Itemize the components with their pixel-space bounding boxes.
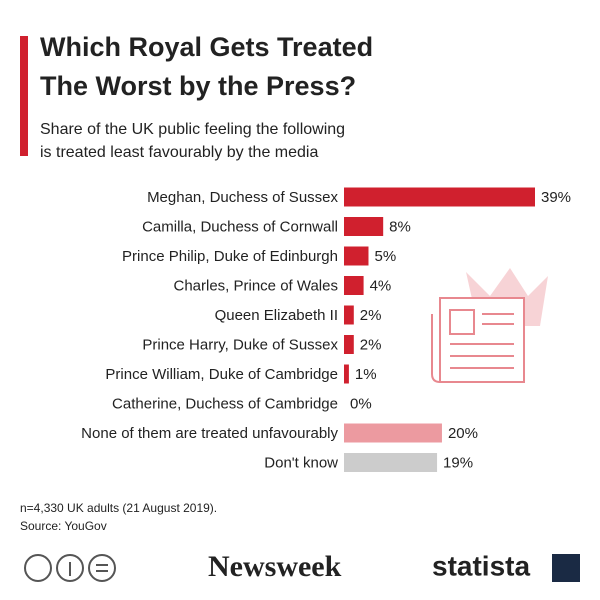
category-label: Catherine, Duchess of Cambridge xyxy=(112,395,338,412)
bar xyxy=(344,335,354,354)
category-label: Meghan, Duchess of Sussex xyxy=(147,189,338,206)
value-label: 0% xyxy=(350,395,372,412)
chart-subtitle: is treated least favourably by the media xyxy=(40,144,318,161)
category-label: Charles, Prince of Wales xyxy=(173,277,338,294)
bar xyxy=(344,364,349,384)
license-icons xyxy=(24,554,116,582)
value-label: 5% xyxy=(374,248,396,265)
value-label: 20% xyxy=(448,425,478,442)
decoration xyxy=(431,268,548,383)
category-label: None of them are treated unfavourably xyxy=(81,425,338,442)
category-label: Prince Philip, Duke of Edinburgh xyxy=(122,248,338,265)
value-label: 8% xyxy=(389,218,411,235)
value-label: 1% xyxy=(355,366,377,383)
bar xyxy=(344,305,354,325)
category-label: Camilla, Duchess of Cornwall xyxy=(142,218,338,235)
chart-subtitle: Share of the UK public feeling the follo… xyxy=(40,121,345,138)
statista-icon xyxy=(552,554,580,582)
source: Source: YouGov xyxy=(20,519,107,533)
bar xyxy=(344,453,438,472)
bar xyxy=(344,276,364,295)
bar xyxy=(344,187,535,207)
newsweek-logo: Newsweek xyxy=(208,550,342,583)
chart-title: The Worst by the Press? xyxy=(40,71,356,101)
category-label: Prince Harry, Duke of Sussex xyxy=(142,336,338,353)
bar xyxy=(344,217,384,236)
bar xyxy=(344,423,442,443)
note: n=4,330 UK adults (21 August 2019). xyxy=(20,501,217,515)
bar xyxy=(344,246,369,266)
value-label: 19% xyxy=(443,454,473,471)
value-label: 4% xyxy=(370,277,392,294)
value-label: 2% xyxy=(360,307,382,324)
category-label: Queen Elizabeth II xyxy=(215,307,338,324)
value-label: 2% xyxy=(360,336,382,353)
chart-title: Which Royal Gets Treated xyxy=(40,32,373,62)
title-accent xyxy=(20,36,28,156)
value-label: 39% xyxy=(541,189,571,206)
category-label: Prince William, Duke of Cambridge xyxy=(105,366,338,383)
statista-logo: statista xyxy=(432,550,530,581)
category-label: Don't know xyxy=(264,454,338,471)
